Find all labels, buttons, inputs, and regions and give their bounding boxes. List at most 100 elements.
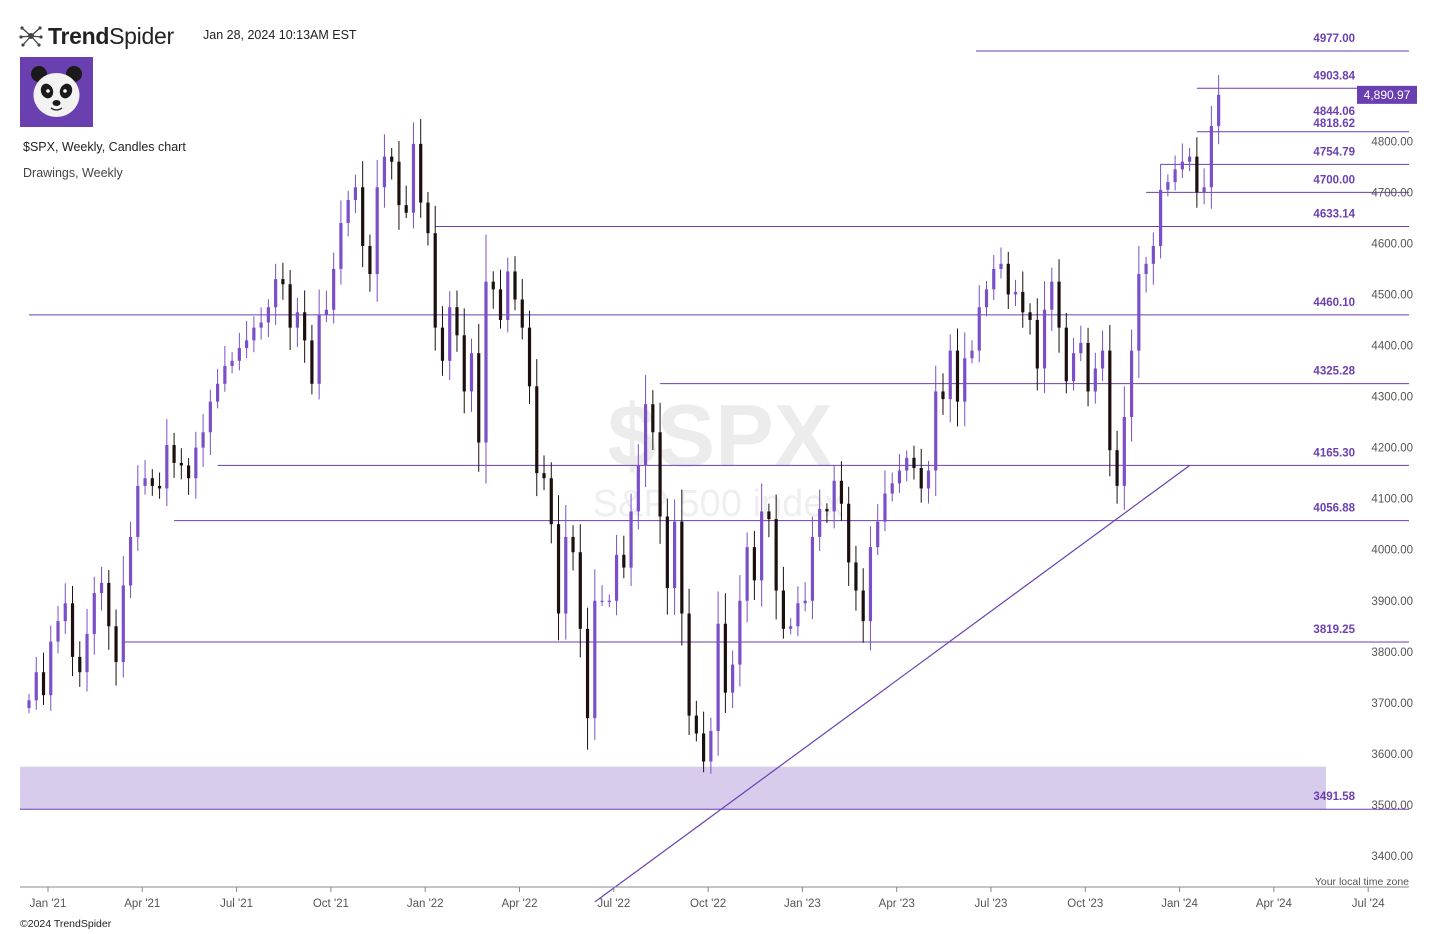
y-tick-label: 3800.00	[1371, 647, 1413, 659]
candle-body	[984, 289, 989, 308]
candle	[70, 585, 75, 677]
chart-title: $SPX, Weekly, Candles chart	[23, 140, 186, 154]
candle-body	[1086, 342, 1090, 392]
candle	[361, 161, 365, 268]
candle-body	[157, 485, 162, 489]
candle-body	[85, 633, 89, 673]
candle	[157, 472, 162, 499]
copyright-text: ©2024 TrendSpider	[20, 918, 112, 930]
candle-body	[912, 457, 916, 469]
candle	[963, 332, 967, 427]
candle	[658, 402, 662, 544]
chart-subtitle[interactable]: Drawings, Weekly	[23, 166, 123, 180]
candle-body	[1042, 309, 1047, 369]
candle	[1042, 281, 1047, 394]
y-tick-label: 3400.00	[1371, 851, 1413, 863]
candle-body	[825, 508, 829, 512]
candle-body	[419, 143, 423, 203]
candle-body	[469, 353, 474, 392]
candle	[861, 568, 865, 643]
candle	[426, 191, 430, 246]
candle	[709, 717, 713, 774]
timezone-note[interactable]: Your local time zone	[1315, 876, 1409, 888]
y-tick-label: 4400.00	[1371, 341, 1413, 353]
candle	[295, 297, 299, 347]
candle	[78, 641, 82, 687]
candle	[223, 345, 227, 392]
candle-body	[128, 536, 133, 586]
candle	[332, 252, 336, 324]
candle-body	[774, 519, 778, 591]
candle	[85, 608, 89, 692]
candle-body	[803, 600, 807, 604]
candle-body	[274, 279, 278, 308]
x-tick-label: Jul '23	[975, 898, 1008, 910]
candle	[411, 122, 416, 229]
brand-header: TrendSpider	[18, 22, 174, 50]
candle-body	[731, 664, 735, 693]
candle-body	[934, 391, 938, 471]
candle	[397, 141, 401, 230]
candle	[1006, 251, 1010, 310]
candle-body	[1173, 169, 1177, 183]
trendline[interactable]	[594, 464, 1190, 903]
candle-body	[455, 307, 459, 336]
panda-avatar-icon[interactable]	[20, 57, 93, 127]
candle-body	[738, 600, 742, 665]
candle	[847, 486, 851, 586]
candle-body	[1093, 368, 1097, 392]
candle-body	[92, 593, 96, 634]
candle-body	[614, 554, 619, 601]
support-zone[interactable]	[20, 766, 1326, 810]
candle-body	[281, 279, 285, 285]
candle-body	[252, 327, 256, 341]
candle	[99, 566, 104, 611]
candle	[941, 373, 945, 415]
candle	[92, 576, 96, 655]
candle	[49, 625, 53, 711]
candle-body	[709, 730, 713, 762]
candle	[1057, 259, 1061, 353]
candle	[448, 291, 452, 381]
candle	[868, 526, 873, 651]
candle-body	[1115, 450, 1119, 486]
candle-body	[876, 521, 880, 548]
candle	[818, 489, 822, 552]
candle-body	[578, 552, 582, 629]
trendline-segment[interactable]	[594, 464, 1190, 903]
candle-body	[992, 268, 996, 290]
level-label: 4903.84	[1313, 70, 1355, 82]
time-axis[interactable]: Jan '21 Apr '21 Jul '21 Oct '21 Jan '22 Apr '…	[20, 886, 1409, 910]
candle	[556, 495, 561, 641]
candle	[803, 582, 807, 612]
candle	[172, 432, 176, 478]
candle	[897, 454, 902, 493]
candle	[382, 134, 387, 208]
y-tick-label: 4200.00	[1371, 443, 1413, 455]
candle	[346, 190, 350, 237]
candle-body	[411, 143, 416, 213]
candle-body	[1108, 350, 1112, 451]
candle-body	[941, 391, 945, 400]
trendspider-logo-icon	[19, 26, 43, 47]
support-zone-rect[interactable]	[20, 766, 1326, 810]
candle	[752, 530, 756, 600]
candle-body	[1217, 94, 1221, 126]
candle	[1064, 312, 1068, 394]
candle-body	[1006, 263, 1010, 295]
level-label: 3491.58	[1313, 791, 1355, 803]
chart-datetime: Jan 28, 2024 10:13AM EST	[203, 28, 357, 42]
y-tick-label: 4000.00	[1371, 545, 1413, 557]
candle	[194, 431, 198, 499]
candle	[890, 472, 894, 502]
candle	[245, 320, 249, 358]
candle-body	[353, 187, 358, 201]
candle-body	[970, 350, 974, 359]
candle	[934, 365, 938, 496]
candle-body	[1057, 281, 1061, 328]
price-axis[interactable]: 3400.00 3500.00 3600.00 3700.00 3800.00 3900.…	[1371, 85, 1413, 863]
candle	[310, 324, 314, 395]
candle	[186, 458, 191, 495]
